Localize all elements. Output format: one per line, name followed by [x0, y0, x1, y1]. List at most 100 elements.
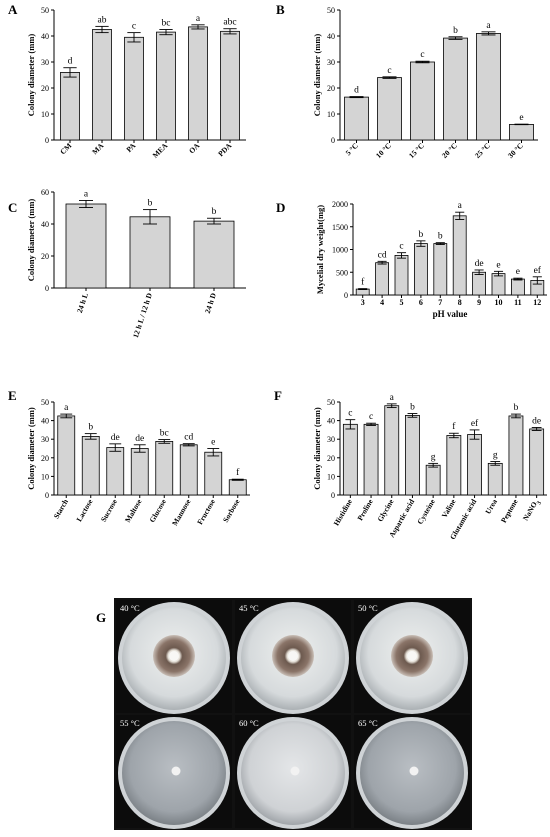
- petri-plate: 55 °C: [116, 715, 232, 829]
- x-tick-label: Glycine: [375, 497, 395, 523]
- bar: [413, 243, 428, 296]
- x-tick-label: 15 °C: [407, 141, 426, 160]
- x-tick-label: 25 °C: [473, 141, 492, 160]
- significance-letter: b: [212, 207, 217, 217]
- x-tick-label: Cysteine: [415, 497, 437, 526]
- significance-letter: d: [354, 86, 359, 96]
- x-tick-label: 12: [533, 298, 541, 307]
- bar: [124, 36, 144, 141]
- y-tick-label: 40: [327, 32, 335, 41]
- y-tick-label: 30: [327, 58, 335, 67]
- significance-letter: e: [211, 438, 215, 448]
- x-tick-label: Glucose: [147, 497, 168, 524]
- y-tick-label: 60: [41, 188, 49, 197]
- x-tick-label: 4: [380, 298, 384, 307]
- x-tick-label: Fructose: [195, 497, 217, 526]
- significance-letter: d: [68, 57, 73, 67]
- bar: [443, 37, 468, 141]
- significance-letter: c: [387, 66, 391, 76]
- x-tick-label: Valine: [440, 497, 458, 520]
- y-tick-label: 2000: [332, 200, 348, 209]
- y-tick-label: 40: [41, 220, 49, 229]
- bar: [220, 30, 240, 141]
- y-tick-label: 0: [45, 491, 49, 500]
- chart-panel-a: A 0 10 20 30 40 50 Colony diameter (mm) d CM ab MA c…: [8, 2, 246, 160]
- y-axis-label: Colony diameter (mm): [312, 407, 322, 490]
- x-tick-label: Histidine: [332, 497, 355, 527]
- bar: [81, 436, 100, 496]
- x-tick-label: Sucrose: [99, 497, 120, 524]
- y-tick-label: 1000: [332, 246, 348, 255]
- significance-letter: c: [399, 242, 403, 252]
- bar: [476, 33, 501, 141]
- y-tick-label: 500: [336, 268, 348, 277]
- x-tick-label: Peptone: [499, 497, 520, 524]
- significance-letter: g: [493, 451, 498, 461]
- significance-letter: b: [88, 423, 93, 433]
- temperature-label: 65 °C: [358, 718, 378, 728]
- x-tick-label: Proline: [355, 497, 375, 522]
- bar: [130, 448, 149, 496]
- bar: [188, 26, 208, 141]
- bar: [433, 243, 448, 296]
- bar: [363, 423, 379, 496]
- significance-letter: c: [420, 50, 424, 60]
- y-tick-label: 40: [327, 417, 335, 426]
- bar: [228, 479, 247, 496]
- panel-letter-g: G: [96, 610, 106, 625]
- significance-letter: a: [196, 14, 201, 24]
- x-tick-label: 5 °C: [344, 141, 360, 157]
- y-tick-label: 0: [331, 491, 335, 500]
- x-tick-label: Mannose: [170, 497, 193, 527]
- x-tick-label: Maltose: [123, 497, 144, 524]
- significance-letter: f: [361, 277, 365, 288]
- y-tick-label: 20: [41, 84, 49, 93]
- y-tick-label: 50: [327, 6, 335, 15]
- significance-letter: e: [496, 260, 500, 270]
- petri-plates: 40 °C 45 °C 50 °C 55 °C 60 °C 65 °C: [116, 600, 470, 829]
- y-tick-label: 10: [41, 472, 49, 481]
- panel-letter: B: [276, 2, 285, 17]
- x-tick-label: 10: [495, 298, 503, 307]
- x-tick-label: Urea: [483, 497, 499, 515]
- y-tick-label: 30: [41, 435, 49, 444]
- y-tick-label: 30: [327, 435, 335, 444]
- x-tick-label: NaNO3: [521, 498, 543, 524]
- x-tick-label: 3: [361, 298, 365, 307]
- significance-letter: de: [532, 416, 541, 426]
- inoculum-plug: [171, 766, 181, 776]
- chart-panel-d: D 0 500 1000 1500 2000 Mycelial dry weight(mg)…: [276, 200, 547, 319]
- significance-letter: de: [111, 433, 120, 443]
- bar: [60, 72, 80, 141]
- x-tick-label: PDA: [216, 141, 234, 159]
- panel-letter: C: [8, 200, 17, 215]
- x-tick-label: PA: [124, 141, 137, 154]
- significance-letter: abc: [223, 18, 236, 28]
- temperature-label: 55 °C: [120, 718, 140, 728]
- x-tick-label: 20 °C: [440, 141, 459, 160]
- bar: [510, 278, 525, 296]
- bar: [193, 220, 235, 289]
- y-axis-label: Colony diameter (mm): [26, 199, 36, 282]
- significance-letter: b: [438, 232, 443, 242]
- bar: [491, 273, 506, 296]
- y-tick-label: 50: [41, 6, 49, 15]
- x-tick-label: OA: [187, 141, 202, 156]
- bar: [344, 96, 369, 141]
- x-axis-label: pH value: [433, 309, 468, 319]
- inoculum-plug: [407, 651, 417, 661]
- y-tick-label: 40: [41, 32, 49, 41]
- significance-letter: bc: [162, 19, 171, 29]
- x-tick-label: 30 °C: [506, 141, 525, 160]
- bar: [57, 415, 76, 496]
- y-tick-label: 0: [344, 291, 348, 300]
- x-tick-label: 10 °C: [374, 141, 393, 160]
- significance-letter: e: [516, 267, 520, 277]
- significance-letter: b: [410, 403, 415, 413]
- x-tick-label: 12 h L / 12 h D: [131, 291, 154, 339]
- bar: [156, 31, 176, 141]
- x-tick-label: MEA: [151, 141, 170, 160]
- x-tick-label: 24 h D: [203, 291, 218, 314]
